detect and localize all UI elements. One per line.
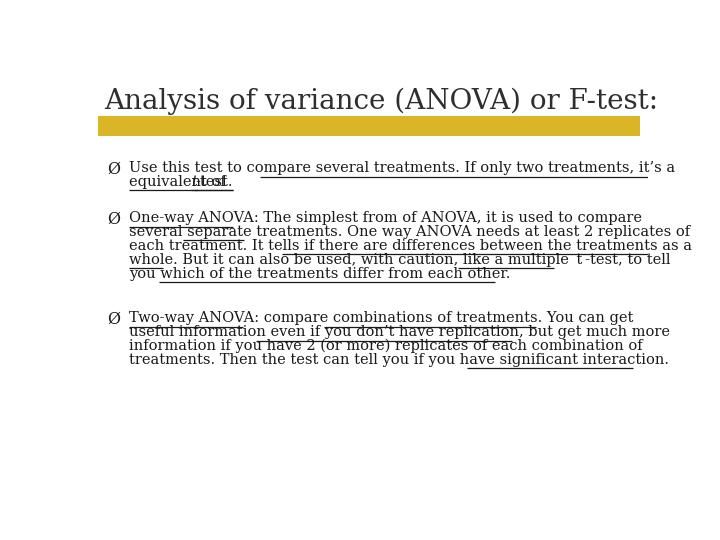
Text: Ø: Ø (107, 311, 120, 328)
Text: Analysis of variance (ANOVA) or F-test:: Analysis of variance (ANOVA) or F-test: (104, 88, 658, 115)
Text: Two-way ANOVA: compare combinations of treatments. You can get: Two-way ANOVA: compare combinations of t… (129, 311, 633, 325)
Text: useful information even if you don’t have replication, but get much more: useful information even if you don’t hav… (129, 325, 670, 339)
Text: whole. But it can also be used, with caution, like a multiple  t -test, to tell: whole. But it can also be used, with cau… (129, 253, 670, 267)
Text: treatments. Then the test can tell you if you have significant interaction.: treatments. Then the test can tell you i… (129, 353, 669, 367)
Text: -test.: -test. (195, 175, 233, 189)
Text: each treatment. It tells if there are differences between the treatments as a: each treatment. It tells if there are di… (129, 239, 692, 253)
Text: One-way ANOVA: The simplest from of ANOVA, it is used to compare: One-way ANOVA: The simplest from of ANOV… (129, 211, 642, 225)
Text: Ø: Ø (107, 211, 120, 228)
Text: you which of the treatments differ from each other.: you which of the treatments differ from … (129, 267, 510, 281)
Text: Ø: Ø (107, 161, 120, 178)
Text: several separate treatments. One way ANOVA needs at least 2 replicates of: several separate treatments. One way ANO… (129, 225, 690, 239)
Text: information if you have 2 (or more) replicates of each combination of: information if you have 2 (or more) repl… (129, 339, 642, 353)
Text: equivalent of: equivalent of (129, 175, 233, 189)
FancyBboxPatch shape (98, 116, 640, 136)
Text: Use this test to compare several treatments. If only two treatments, it’s a: Use this test to compare several treatme… (129, 161, 675, 175)
Text: t: t (191, 175, 197, 189)
